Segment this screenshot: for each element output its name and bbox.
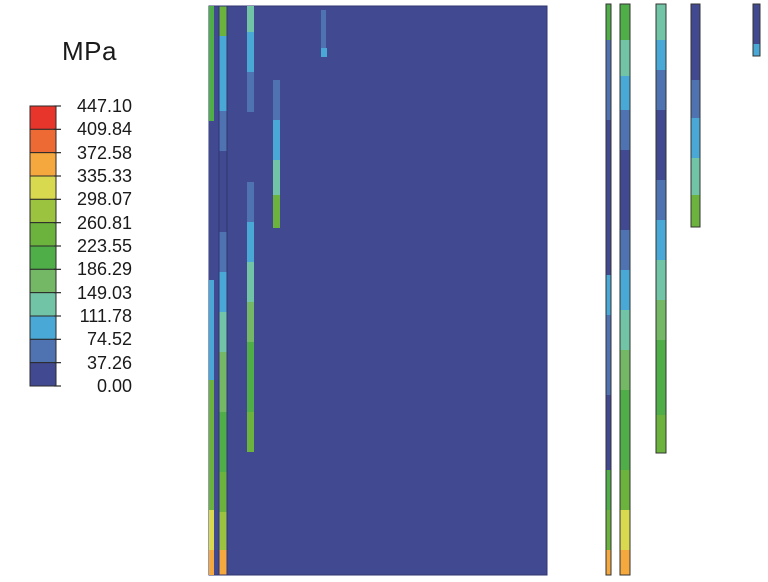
legend-label: 186.29 <box>76 259 132 280</box>
strip-d <box>273 80 280 228</box>
strip-a <box>209 6 214 575</box>
main-panel <box>208 5 548 576</box>
column-4 <box>690 3 701 228</box>
legend-label: 74.52 <box>86 329 132 350</box>
color-legend <box>29 105 61 387</box>
legend-swatch <box>29 362 57 387</box>
legend-label: 409.84 <box>76 119 132 140</box>
legend-label: 335.33 <box>76 166 132 186</box>
column-1 <box>605 3 612 576</box>
strip-c <box>247 6 254 452</box>
legend-label: 149.03 <box>76 282 132 303</box>
legend-label: 37.26 <box>86 352 132 373</box>
legend-label: 223.55 <box>76 236 132 256</box>
column-5 <box>752 3 761 57</box>
column-2 <box>619 3 631 576</box>
legend-label: 298.07 <box>76 189 132 210</box>
column-3 <box>655 3 667 454</box>
legend-label: 111.78 <box>79 306 132 326</box>
strip-e <box>321 10 327 57</box>
unit-label: MPa <box>62 36 117 66</box>
legend-label: 372.58 <box>76 142 132 163</box>
legend-label: 0.00 <box>96 376 132 396</box>
legend-label: 260.81 <box>76 212 132 233</box>
legend-label: 447.10 <box>76 96 132 116</box>
strip-b <box>218 5 228 576</box>
